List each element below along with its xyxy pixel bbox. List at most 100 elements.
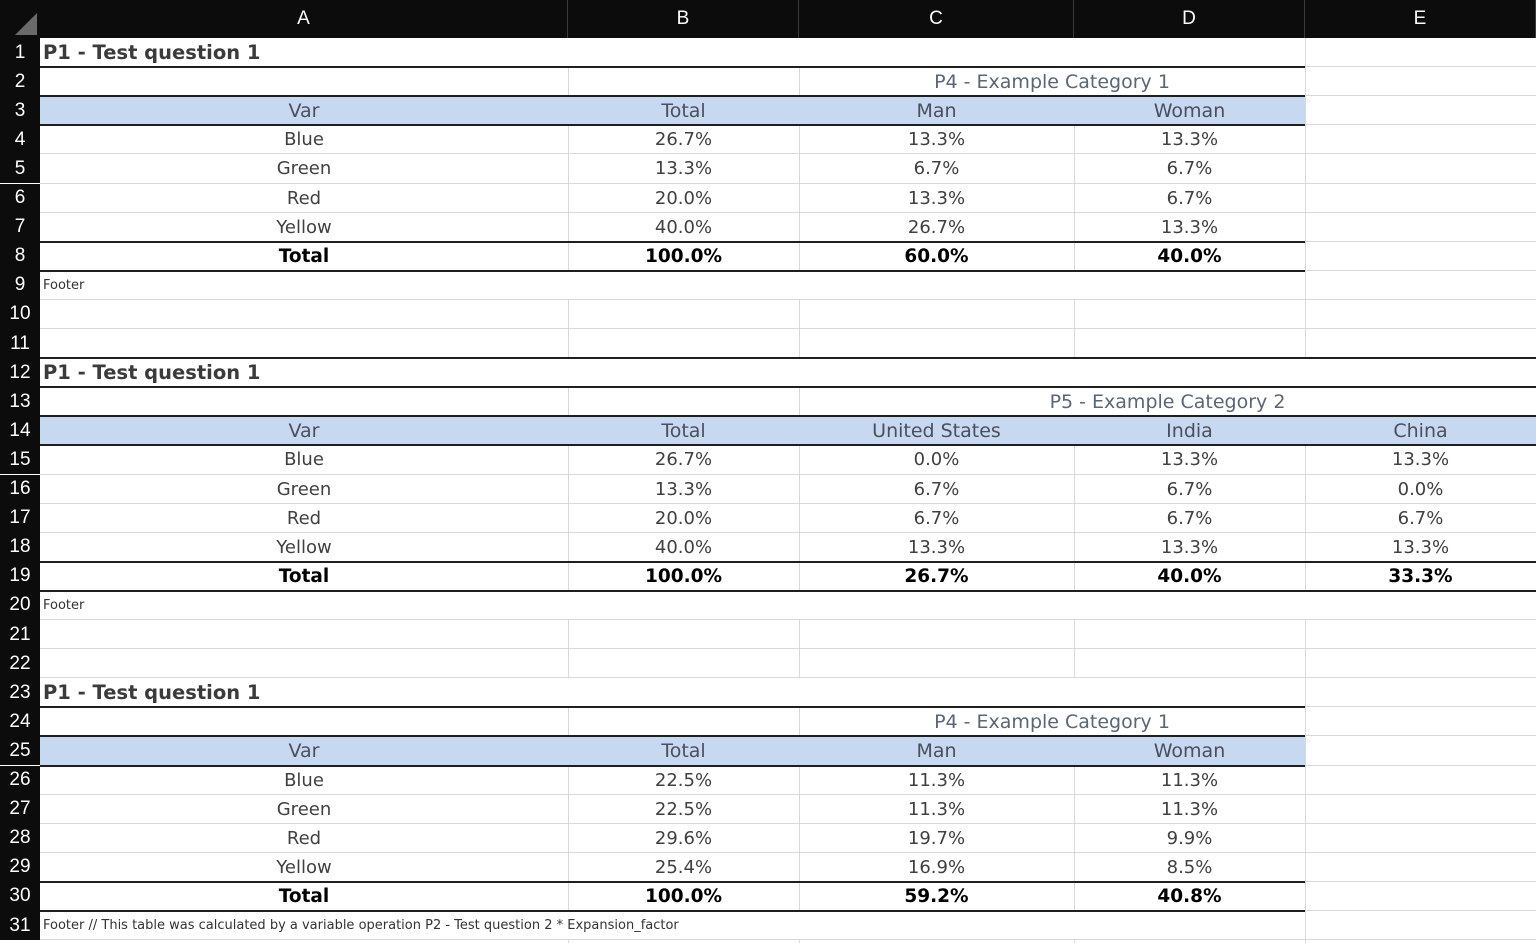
row-header[interactable]: 9 [0,270,40,300]
data-cell[interactable]: 6.7% [1166,187,1213,209]
row-label[interactable]: Red [286,827,322,849]
row-header[interactable]: 21 [0,620,40,650]
data-cell[interactable]: 29.6% [654,827,713,849]
total-cell[interactable]: 40.8% [1157,885,1222,907]
total-cell[interactable]: 100.0% [644,245,723,267]
total-cell[interactable]: 100.0% [644,565,723,587]
total-label[interactable]: Total [278,245,330,267]
row-label[interactable]: Yellow [276,856,332,878]
row-label[interactable]: Yellow [276,536,332,558]
data-cell[interactable]: 0.0% [1397,478,1444,500]
row-header[interactable]: 11 [0,329,40,359]
data-cell[interactable]: 22.5% [654,798,713,820]
total-cell[interactable]: 40.0% [1157,245,1222,267]
data-cell[interactable]: 20.0% [654,507,713,529]
data-cell[interactable]: 11.3% [1160,798,1219,820]
data-cell[interactable]: 13.3% [907,187,966,209]
row-header[interactable]: 2 [0,67,40,97]
row-header[interactable]: 31 [0,911,40,941]
data-cell[interactable]: 6.7% [913,478,960,500]
row-label[interactable]: Green [276,798,332,820]
row-header[interactable]: 15 [0,445,40,475]
row-header[interactable]: 22 [0,649,40,679]
data-cell[interactable]: 11.3% [1160,769,1219,791]
row-header[interactable]: 23 [0,678,40,708]
data-cell[interactable]: 40.0% [654,536,713,558]
data-cell[interactable]: 13.3% [1160,449,1219,471]
row-label[interactable]: Red [286,507,322,529]
data-cell[interactable]: 13.3% [1391,536,1450,558]
data-cell[interactable]: 11.3% [907,798,966,820]
data-cell[interactable]: 26.7% [654,449,713,471]
row-header[interactable]: 10 [0,299,40,329]
row-header[interactable]: 30 [0,881,40,911]
row-label[interactable]: Red [286,187,322,209]
column-header-c[interactable]: C [799,0,1074,38]
row-header[interactable]: 29 [0,852,40,882]
row-header[interactable]: 25 [0,736,40,766]
data-cell[interactable]: 6.7% [1397,507,1444,529]
total-cell[interactable]: 26.7% [904,565,969,587]
row-label[interactable]: Green [276,478,332,500]
data-cell[interactable]: 13.3% [907,129,966,151]
data-cell[interactable]: 13.3% [1160,216,1219,238]
data-cell[interactable]: 6.7% [913,158,960,180]
total-label[interactable]: Total [278,565,330,587]
data-cell[interactable]: 13.3% [1391,449,1450,471]
data-cell[interactable]: 6.7% [1166,158,1213,180]
row-header[interactable]: 5 [0,154,40,184]
data-cell[interactable]: 6.7% [913,507,960,529]
row-label[interactable]: Blue [284,129,324,151]
row-header[interactable]: 28 [0,823,40,853]
data-cell[interactable]: 0.0% [913,449,960,471]
data-cell[interactable]: 22.5% [654,769,713,791]
row-header[interactable]: 20 [0,590,40,620]
total-cell[interactable]: 100.0% [644,885,723,907]
data-cell[interactable]: 13.3% [907,536,966,558]
data-cell[interactable]: 9.9% [1166,827,1213,849]
row-label[interactable]: Blue [284,449,324,471]
data-cell[interactable]: 13.3% [654,478,713,500]
row-header[interactable]: 19 [0,561,40,591]
total-label[interactable]: Total [278,885,330,907]
data-cell[interactable]: 25.4% [654,856,713,878]
row-label[interactable]: Blue [284,769,324,791]
row-header[interactable]: 13 [0,387,40,417]
data-cell[interactable]: 19.7% [907,827,966,849]
total-cell[interactable]: 40.0% [1157,565,1222,587]
total-cell[interactable]: 60.0% [904,245,969,267]
data-cell[interactable]: 13.3% [1160,536,1219,558]
data-cell[interactable]: 6.7% [1166,507,1213,529]
row-header[interactable]: 8 [0,241,40,271]
row-header[interactable]: 3 [0,96,40,126]
column-header-b[interactable]: B [568,0,799,38]
row-header[interactable]: 7 [0,212,40,242]
column-header-e[interactable]: E [1305,0,1536,38]
row-header[interactable]: 27 [0,794,40,824]
data-cell[interactable]: 40.0% [654,216,713,238]
data-cell[interactable]: 6.7% [1166,478,1213,500]
column-header-a[interactable]: A [40,0,568,38]
data-cell[interactable]: 11.3% [907,769,966,791]
data-cell[interactable]: 13.3% [1160,129,1219,151]
row-header[interactable]: 16 [0,474,40,504]
row-label[interactable]: Yellow [276,216,332,238]
row-header[interactable]: 26 [0,765,40,795]
row-header[interactable]: 12 [0,358,40,388]
row-header[interactable]: 6 [0,183,40,213]
row-header[interactable]: 17 [0,503,40,533]
select-all-corner[interactable] [0,0,40,38]
row-header[interactable]: 1 [0,38,40,68]
row-label[interactable]: Green [276,158,332,180]
row-header[interactable]: 18 [0,532,40,562]
row-header[interactable]: 14 [0,416,40,446]
row-header[interactable]: 24 [0,707,40,737]
data-cell[interactable]: 8.5% [1166,856,1213,878]
data-cell[interactable]: 13.3% [654,158,713,180]
column-header-d[interactable]: D [1074,0,1305,38]
data-cell[interactable]: 16.9% [907,856,966,878]
data-cell[interactable]: 26.7% [907,216,966,238]
data-cell[interactable]: 26.7% [654,129,713,151]
data-cell[interactable]: 20.0% [654,187,713,209]
total-cell[interactable]: 59.2% [904,885,969,907]
